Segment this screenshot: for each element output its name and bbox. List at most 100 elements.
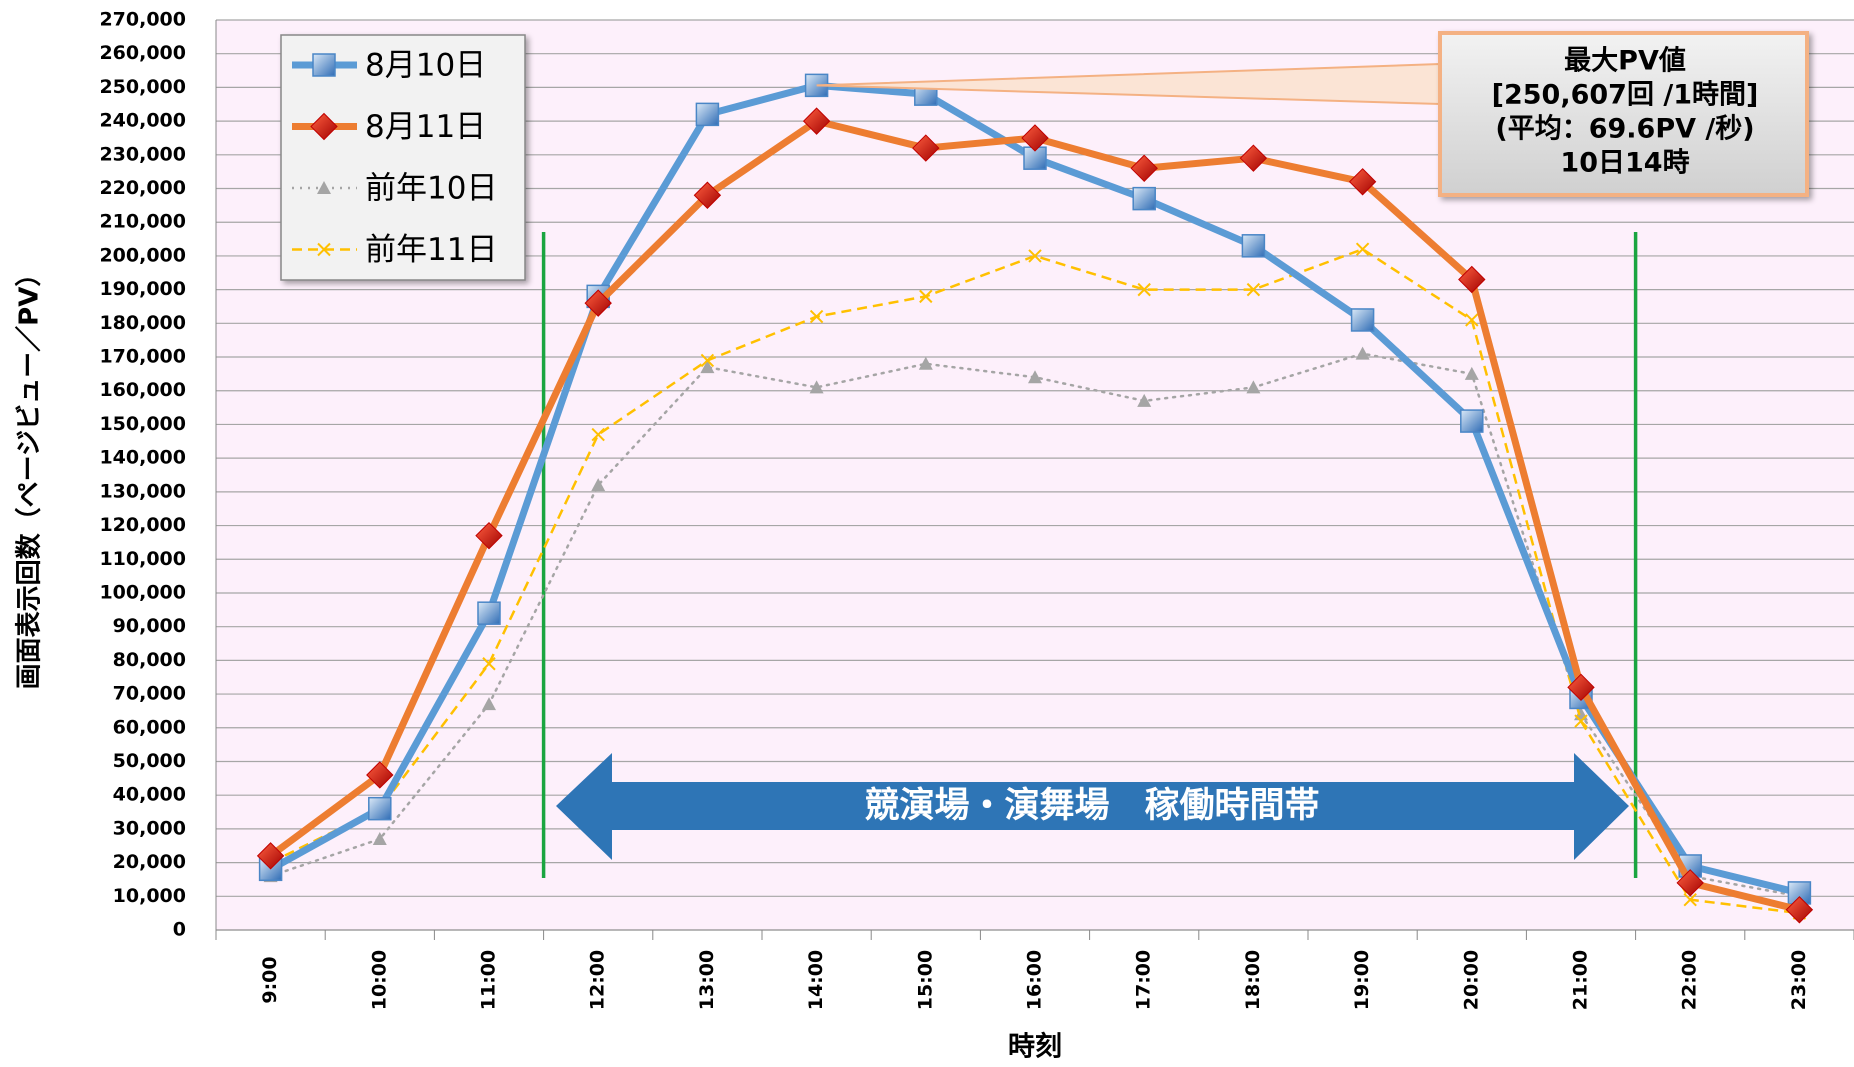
x-tick-label: 21:00 bbox=[1570, 950, 1592, 1010]
marker bbox=[1355, 346, 1370, 360]
y-tick-label: 210,000 bbox=[99, 211, 186, 233]
marker bbox=[1132, 186, 1156, 211]
marker bbox=[591, 478, 606, 492]
x-tick-label: 23:00 bbox=[1788, 950, 1810, 1010]
marker bbox=[1137, 282, 1151, 297]
band-label: 競演場・演舞場 稼働時間帯 bbox=[864, 786, 1319, 826]
y-tick-label: 130,000 bbox=[99, 480, 186, 502]
marker bbox=[700, 353, 715, 368]
marker bbox=[695, 102, 720, 127]
marker bbox=[1785, 896, 1814, 924]
marker bbox=[809, 380, 824, 394]
legend-label: 8月11日 bbox=[365, 109, 486, 145]
callout-box bbox=[1438, 31, 1809, 197]
callout-text: [250,607回 /1時間] bbox=[1492, 80, 1759, 111]
marker bbox=[1028, 370, 1042, 384]
y-tick-label: 80,000 bbox=[113, 649, 186, 671]
y-tick-label: 140,000 bbox=[99, 447, 186, 469]
marker bbox=[310, 112, 338, 141]
x-tick-label: 9:00 bbox=[259, 956, 281, 1003]
marker bbox=[802, 107, 831, 135]
series-line bbox=[270, 247, 1800, 915]
marker bbox=[317, 181, 331, 194]
marker bbox=[1464, 366, 1479, 380]
y-tick-label: 70,000 bbox=[113, 683, 186, 705]
x-tick-label: 20:00 bbox=[1460, 950, 1482, 1010]
marker bbox=[1028, 249, 1042, 263]
marker bbox=[482, 657, 496, 671]
y-tick-label: 30,000 bbox=[113, 817, 186, 839]
marker bbox=[1246, 380, 1261, 394]
callout-text: 最大PV値 bbox=[1564, 46, 1686, 77]
marker bbox=[372, 832, 387, 845]
y-tick-label: 10,000 bbox=[113, 885, 186, 907]
marker bbox=[368, 796, 392, 821]
x-tick-label: 11:00 bbox=[478, 950, 500, 1010]
x-tick-label: 19:00 bbox=[1351, 950, 1373, 1010]
callout-text: (平均：69.6PV /秒) bbox=[1495, 114, 1754, 145]
y-tick-label: 250,000 bbox=[99, 76, 186, 98]
y-tick-label: 180,000 bbox=[99, 312, 186, 334]
marker bbox=[1130, 154, 1158, 183]
marker bbox=[809, 309, 824, 324]
marker bbox=[1350, 308, 1375, 332]
marker bbox=[366, 761, 394, 789]
y-tick-label: 110,000 bbox=[99, 548, 186, 570]
x-axis-title: 時刻 bbox=[1008, 1031, 1062, 1063]
x-tick-label: 17:00 bbox=[1133, 950, 1155, 1010]
x-tick-label: 16:00 bbox=[1024, 950, 1046, 1010]
y-tick-label: 60,000 bbox=[113, 716, 186, 738]
marker bbox=[1021, 124, 1049, 152]
marker bbox=[1683, 892, 1697, 907]
legend-label: 前年11日 bbox=[365, 232, 497, 268]
marker bbox=[1460, 409, 1484, 433]
marker bbox=[256, 842, 285, 870]
marker bbox=[312, 53, 336, 77]
y-tick-label: 50,000 bbox=[113, 750, 186, 772]
marker bbox=[1246, 282, 1261, 297]
marker bbox=[1574, 714, 1588, 728]
x-tick-label: 18:00 bbox=[1242, 950, 1264, 1010]
x-tick-label: 22:00 bbox=[1679, 950, 1701, 1010]
marker bbox=[317, 242, 331, 257]
y-tick-label: 150,000 bbox=[99, 413, 186, 435]
callout-text: 10日14時 bbox=[1560, 148, 1689, 179]
marker bbox=[1137, 393, 1152, 407]
marker bbox=[1355, 242, 1370, 256]
y-tick-label: 90,000 bbox=[113, 615, 186, 637]
x-tick-label: 15:00 bbox=[914, 950, 936, 1010]
y-tick-label: 190,000 bbox=[99, 278, 186, 300]
y-tick-label: 240,000 bbox=[99, 110, 186, 132]
marker bbox=[919, 289, 933, 304]
x-tick-label: 10:00 bbox=[368, 950, 390, 1010]
band-arrow bbox=[556, 753, 1629, 860]
marker bbox=[1348, 168, 1377, 196]
y-tick-label: 270,000 bbox=[99, 9, 186, 31]
y-tick-label: 120,000 bbox=[99, 514, 186, 536]
legend-label: 8月10日 bbox=[365, 48, 486, 84]
y-tick-label: 0 bbox=[173, 919, 186, 941]
y-tick-label: 170,000 bbox=[99, 346, 186, 368]
marker bbox=[482, 697, 496, 711]
y-tick-label: 200,000 bbox=[99, 244, 186, 266]
marker bbox=[912, 134, 940, 162]
marker bbox=[1567, 673, 1595, 702]
y-tick-label: 100,000 bbox=[99, 581, 186, 603]
legend-label: 前年10日 bbox=[365, 171, 497, 207]
x-tick-label: 14:00 bbox=[805, 950, 827, 1010]
marker bbox=[1458, 265, 1486, 294]
y-tick-label: 20,000 bbox=[113, 851, 186, 873]
marker bbox=[584, 289, 612, 317]
marker bbox=[1676, 869, 1704, 897]
y-tick-label: 260,000 bbox=[99, 42, 186, 64]
marker bbox=[918, 356, 933, 370]
x-tick-label: 13:00 bbox=[696, 950, 718, 1010]
marker bbox=[475, 521, 503, 550]
x-tick-label: 12:00 bbox=[587, 950, 609, 1010]
marker bbox=[1465, 313, 1479, 327]
marker bbox=[1241, 234, 1266, 258]
y-axis-title: 画面表示回数（ページビュー／PV） bbox=[15, 261, 45, 690]
marker bbox=[693, 181, 722, 209]
marker bbox=[591, 427, 605, 442]
